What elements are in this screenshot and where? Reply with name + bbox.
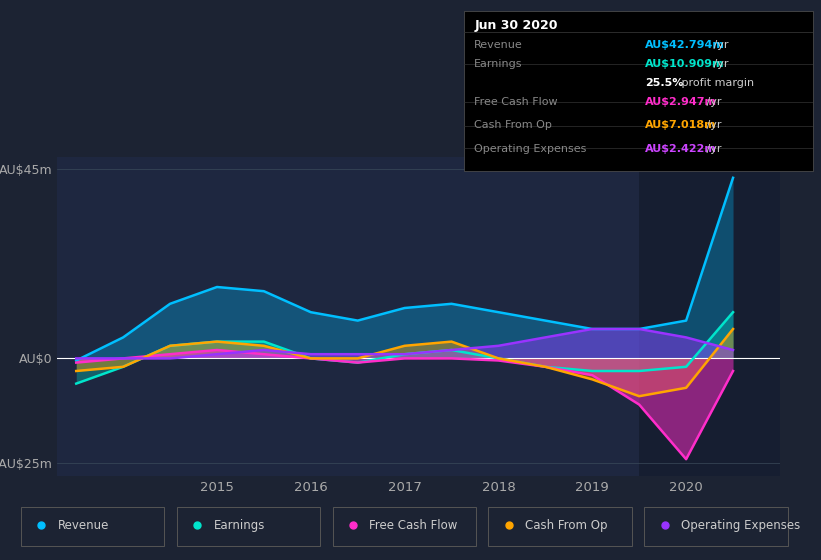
Text: Cash From Op: Cash From Op: [525, 519, 608, 532]
Text: Cash From Op: Cash From Op: [475, 120, 553, 130]
FancyBboxPatch shape: [464, 11, 813, 171]
Text: Revenue: Revenue: [475, 40, 523, 50]
Text: AU$42.794m: AU$42.794m: [645, 40, 725, 50]
Text: AU$10.909m: AU$10.909m: [645, 59, 725, 69]
Text: Free Cash Flow: Free Cash Flow: [475, 97, 558, 108]
Text: /yr: /yr: [704, 120, 722, 130]
Text: /yr: /yr: [710, 59, 728, 69]
Text: AU$2.947m: AU$2.947m: [645, 97, 718, 108]
Text: /yr: /yr: [704, 144, 722, 153]
Text: AU$2.422m: AU$2.422m: [645, 144, 718, 153]
Text: /yr: /yr: [704, 97, 722, 108]
FancyBboxPatch shape: [21, 507, 164, 546]
Text: /yr: /yr: [710, 40, 728, 50]
Bar: [640, 157, 780, 476]
FancyBboxPatch shape: [488, 507, 632, 546]
Text: Earnings: Earnings: [213, 519, 265, 532]
Text: AU$7.018m: AU$7.018m: [645, 120, 717, 130]
Text: Earnings: Earnings: [475, 59, 523, 69]
Text: Revenue: Revenue: [57, 519, 109, 532]
Text: profit margin: profit margin: [677, 78, 754, 88]
FancyBboxPatch shape: [177, 507, 320, 546]
FancyBboxPatch shape: [333, 507, 476, 546]
FancyBboxPatch shape: [644, 507, 788, 546]
Text: Free Cash Flow: Free Cash Flow: [369, 519, 458, 532]
Text: 25.5%: 25.5%: [645, 78, 684, 88]
Text: Operating Expenses: Operating Expenses: [475, 144, 587, 153]
Text: Operating Expenses: Operating Expenses: [681, 519, 800, 532]
Text: Jun 30 2020: Jun 30 2020: [475, 19, 557, 32]
